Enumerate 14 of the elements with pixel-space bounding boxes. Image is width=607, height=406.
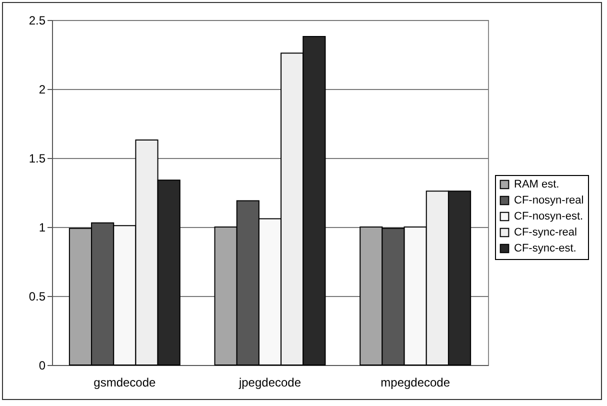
- legend-label: CF-sync-est.: [514, 242, 576, 254]
- x-tick-label: jpegdecode: [238, 376, 302, 390]
- y-tick-label: 2.5: [28, 14, 46, 28]
- legend-label: RAM est.: [514, 178, 560, 190]
- x-tick-label: gsmdecode: [94, 376, 156, 390]
- x-tick-label: mpegdecode: [380, 376, 450, 390]
- legend-label: CF-sync-real: [514, 226, 577, 238]
- y-tick-label: 2: [38, 82, 46, 96]
- y-tick-label: 0: [38, 358, 46, 372]
- legend-label: CF-nosyn-est.: [514, 210, 584, 222]
- y-tick-label: 0.5: [28, 290, 46, 304]
- y-tick-label: 1.5: [28, 152, 46, 166]
- y-tick-label: 1: [38, 220, 46, 234]
- legend-label: CF-nosyn-real: [514, 194, 584, 206]
